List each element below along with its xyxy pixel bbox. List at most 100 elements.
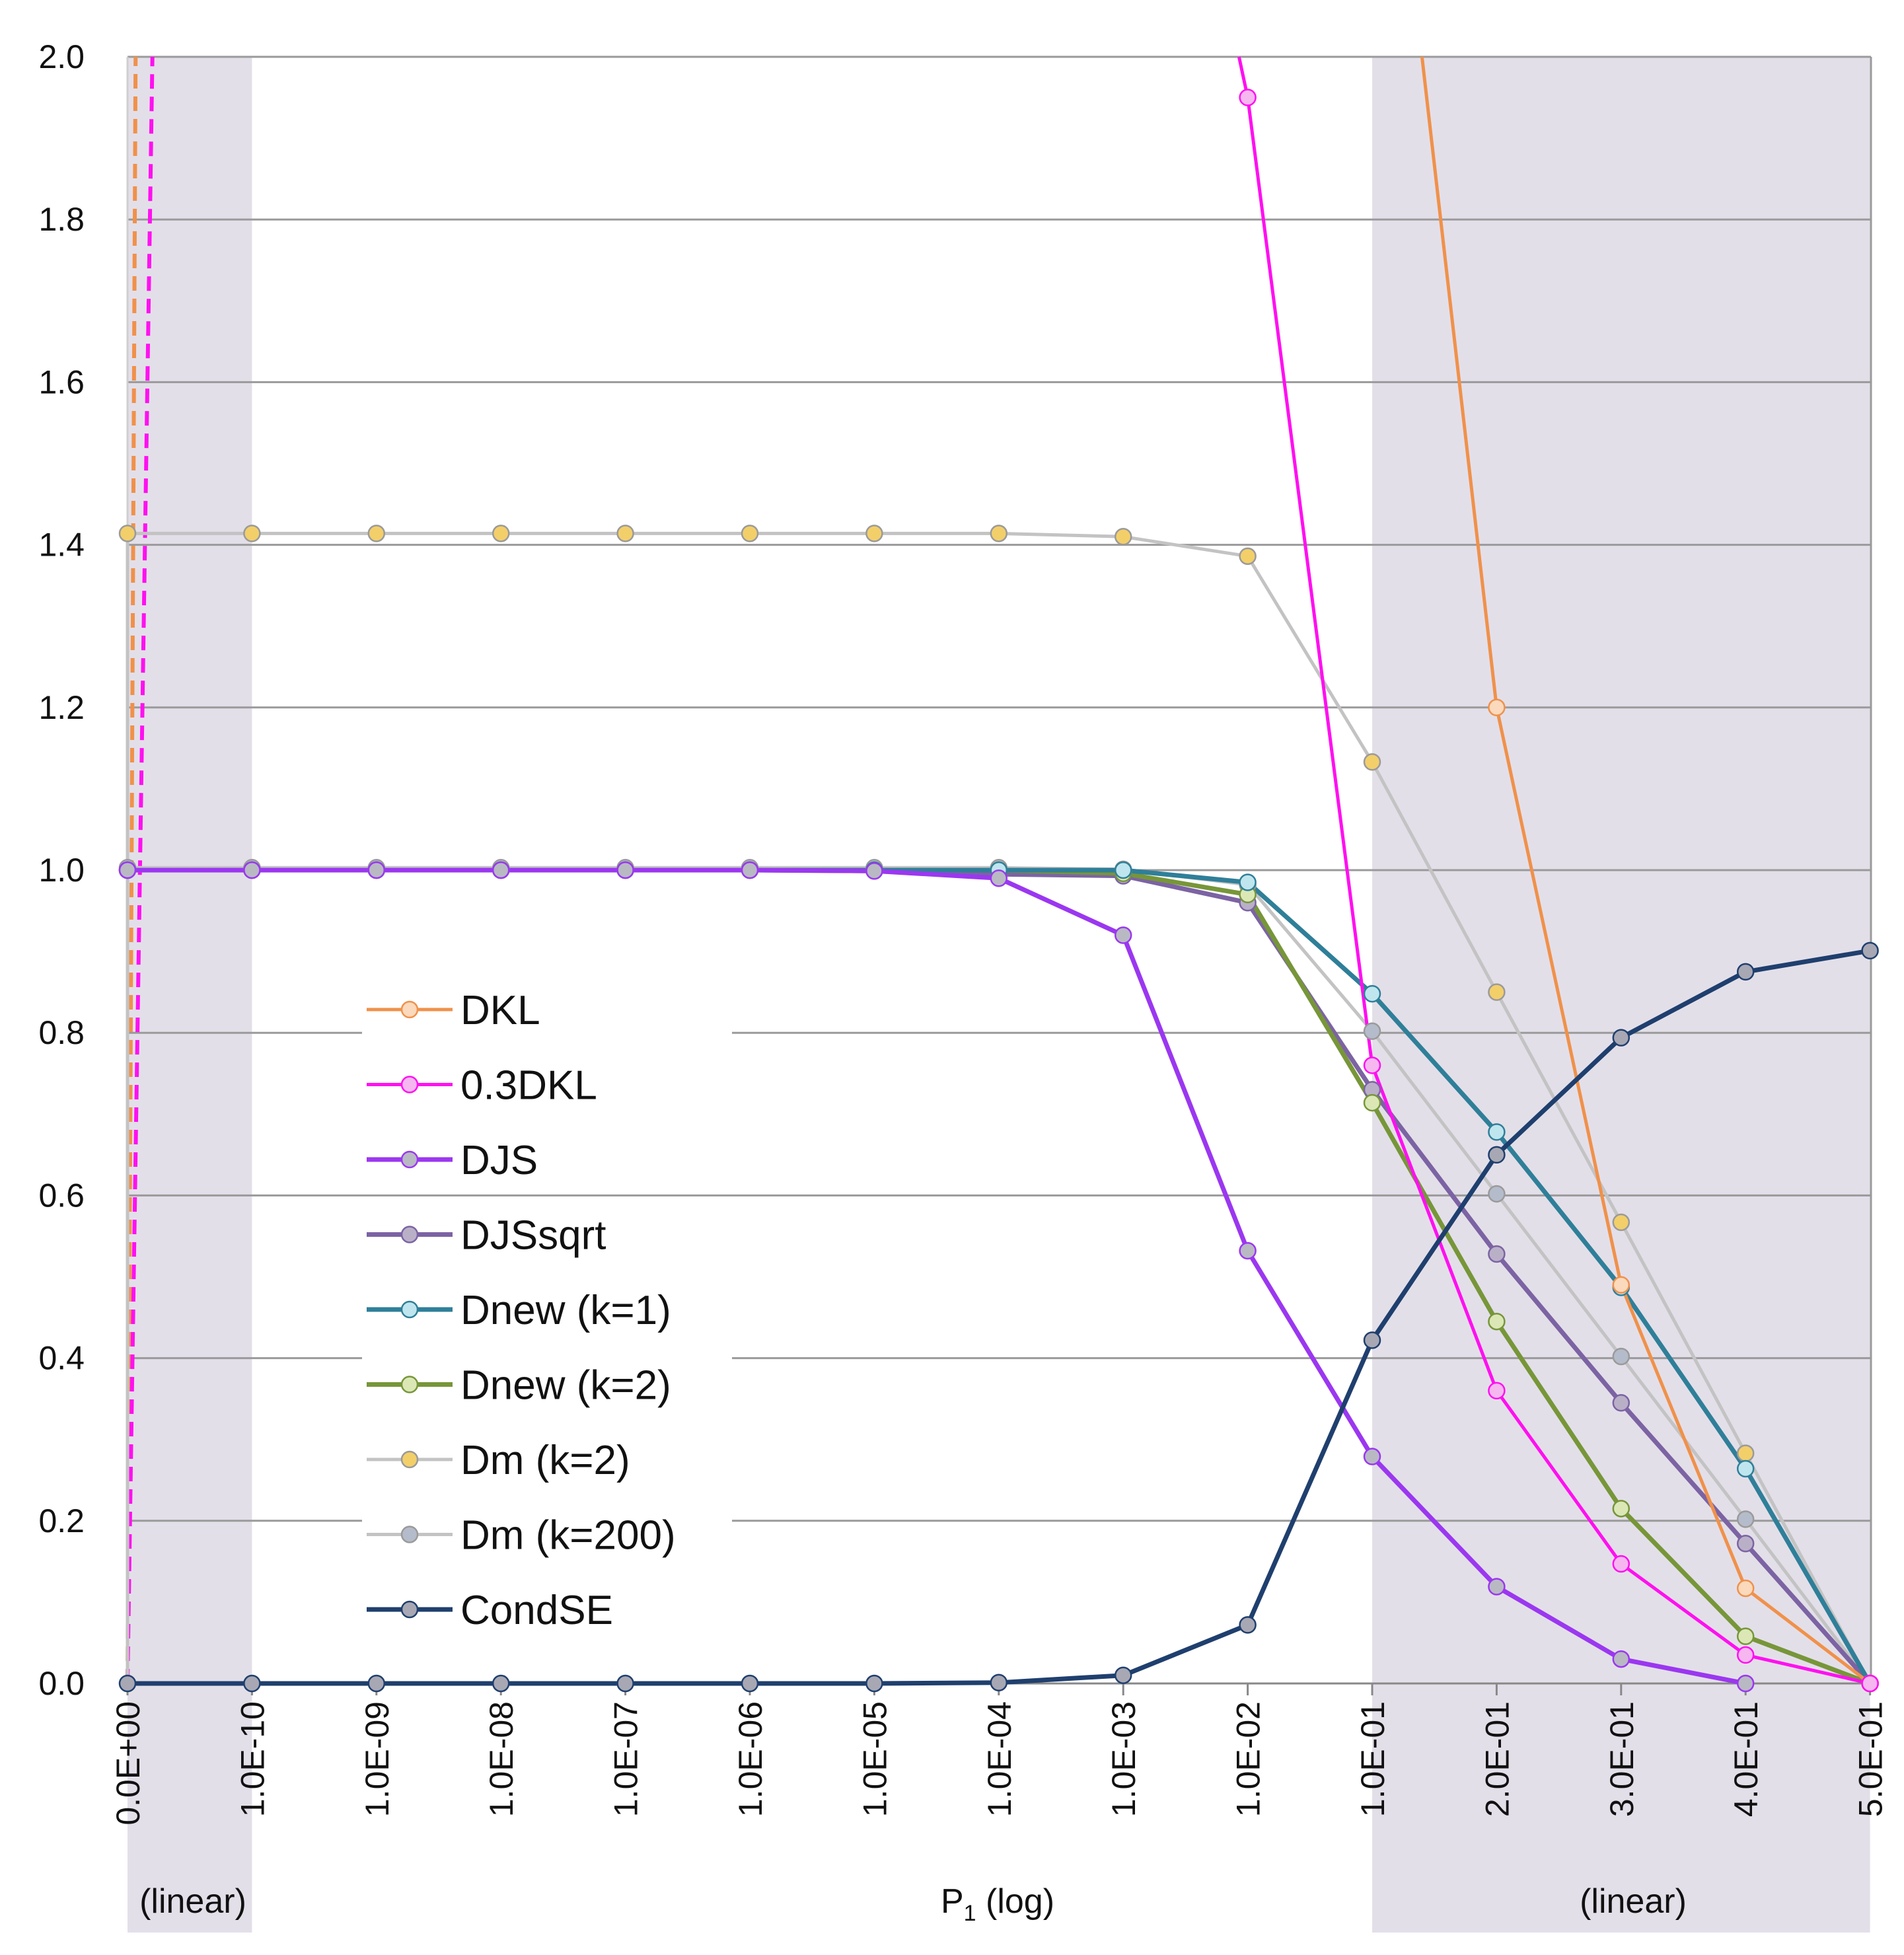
x-tick-label-2-0e-01: 2.0E-01 xyxy=(1479,1701,1516,1817)
legend-marker-dm-k-2 xyxy=(400,1450,419,1469)
marker-dkl-2-0e-01 xyxy=(1488,698,1506,717)
legend-label-djs: DJS xyxy=(460,1138,538,1183)
marker-dm-k-2-1-0e-05 xyxy=(865,525,883,542)
legend-marker-0-3dkl xyxy=(400,1076,419,1093)
marker-dm-k-2-0-0e-00 xyxy=(118,525,137,542)
marker-djs-1-0e-08 xyxy=(492,861,510,879)
marker-djssqrt-2-0e-01 xyxy=(1488,1245,1506,1263)
marker-0-3dkl-5-0e-01 xyxy=(1861,1674,1879,1693)
series-markers xyxy=(118,89,1879,1693)
x-label-tail: (log) xyxy=(976,1882,1054,1921)
marker-dnew-k-1-1-0e-01 xyxy=(1363,984,1381,1003)
legend-marker-dkl xyxy=(400,1000,419,1019)
x-label-left: (linear) xyxy=(139,1882,246,1921)
marker-0-3dkl-4-0e-01 xyxy=(1736,1646,1755,1664)
marker-djs-1-0e-06 xyxy=(741,861,759,879)
marker-dnew-k-2-1-0e-01 xyxy=(1363,1093,1381,1112)
marker-condse-0-0e-00 xyxy=(118,1674,137,1693)
marker-dnew-k-1-1-0e-03 xyxy=(1114,861,1132,879)
marker-condse-5-0e-01 xyxy=(1861,941,1879,960)
y-tick-label-1-2: 1.2 xyxy=(38,689,85,726)
marker-djs-1-0e-10 xyxy=(243,861,261,879)
y-tick-label-1-6: 1.6 xyxy=(38,363,85,400)
marker-dm-k-2-1-0e-06 xyxy=(741,525,759,542)
x-tick-label-1-0e-06: 1.0E-06 xyxy=(732,1701,769,1817)
x-tick-label-1-0e-07: 1.0E-07 xyxy=(608,1701,645,1817)
marker-djs-4-0e-01 xyxy=(1736,1674,1755,1693)
marker-dm-k-2-1-0e-08 xyxy=(492,525,510,542)
x-label-right: (linear) xyxy=(1580,1882,1687,1921)
marker-djs-3-0e-01 xyxy=(1612,1650,1630,1668)
legend-marker-condse xyxy=(400,1600,419,1619)
y-tick-label-0-2: 0.2 xyxy=(38,1502,85,1539)
legend: DKL 0.3DKL DJS DJSsqrt Dnew (k=1) Dnew (k=2) D… xyxy=(362,975,732,1644)
x-tick-label-1-0e-04: 1.0E-04 xyxy=(981,1701,1018,1817)
y-tick-label-0-4: 0.4 xyxy=(38,1340,85,1377)
legend-label-dnew-k-2: Dnew (k=2) xyxy=(460,1363,671,1409)
legend-marker-dnew-k-2 xyxy=(400,1376,419,1393)
legend-marker-dm-k-200 xyxy=(400,1526,419,1543)
marker-dm-k-200-4-0e-01 xyxy=(1736,1510,1755,1528)
y-tick-label-0-8: 0.8 xyxy=(38,1014,85,1051)
x-tick-label-1-0e-05: 1.0E-05 xyxy=(856,1701,893,1817)
marker-dm-k-2-3-0e-01 xyxy=(1612,1213,1630,1232)
y-tick-label-1-8: 1.8 xyxy=(38,201,85,238)
marker-djs-1-0e-03 xyxy=(1114,926,1132,944)
legend-label-dm-k-200: Dm (k=200) xyxy=(460,1513,676,1559)
marker-dm-k-2-2-0e-01 xyxy=(1488,983,1506,1001)
marker-djs-1-0e-04 xyxy=(990,869,1008,887)
x-tick-label-1-0e-10: 1.0E-10 xyxy=(234,1701,271,1817)
x-tick-label-5-0e-01: 5.0E-01 xyxy=(1852,1701,1889,1817)
marker-dm-k-2-1-0e-02 xyxy=(1239,547,1257,566)
marker-condse-1-0e-10 xyxy=(243,1674,261,1693)
legend-label-condse: CondSE xyxy=(460,1588,613,1633)
marker-dm-k-200-1-0e-01 xyxy=(1363,1022,1381,1040)
marker-dm-k-2-1-0e-09 xyxy=(367,525,386,542)
x-tick-label-1-0e-01: 1.0E-01 xyxy=(1354,1701,1391,1817)
marker-condse-1-0e-01 xyxy=(1363,1331,1381,1349)
marker-djs-0-0e-00 xyxy=(118,861,137,879)
legend-marker-dnew-k-1 xyxy=(400,1300,419,1319)
y-tick-labels: 0.0 0.2 0.4 0.6 0.8 1.0 1.2 1.4 1.6 1.8 2.0 xyxy=(38,38,85,1702)
marker-condse-2-0e-01 xyxy=(1488,1146,1506,1164)
marker-dnew-k-1-4-0e-01 xyxy=(1736,1459,1755,1478)
legend-label-dm-k-2: Dm (k=2) xyxy=(460,1438,630,1483)
x-tick-label-4-0e-01: 4.0E-01 xyxy=(1728,1701,1765,1817)
marker-dm-k-2-1-0e-07 xyxy=(616,525,634,542)
marker-condse-1-0e-05 xyxy=(865,1674,883,1693)
marker-dm-k-2-4-0e-01 xyxy=(1736,1444,1755,1462)
legend-label-0-3dkl: 0.3DKL xyxy=(460,1063,597,1109)
marker-condse-1-0e-02 xyxy=(1239,1616,1257,1634)
marker-dkl-4-0e-01 xyxy=(1736,1579,1755,1598)
legend-label-dkl: DKL xyxy=(460,988,540,1033)
y-tick-label-1-4: 1.4 xyxy=(38,527,85,564)
marker-djs-1-0e-07 xyxy=(616,861,634,879)
marker-dm-k-2-1-0e-01 xyxy=(1363,753,1381,771)
marker-dkl-3-0e-01 xyxy=(1612,1276,1630,1294)
marker-djs-1-0e-05 xyxy=(865,862,883,880)
marker-dnew-k-2-4-0e-01 xyxy=(1736,1627,1755,1645)
marker-djs-2-0e-01 xyxy=(1488,1578,1506,1596)
legend-marker-djs xyxy=(400,1150,419,1169)
marker-dm-k-2-1-0e-03 xyxy=(1114,528,1132,546)
marker-0-3dkl-1-0e-01 xyxy=(1363,1056,1381,1074)
marker-dm-k-200-2-0e-01 xyxy=(1488,1185,1506,1203)
marker-djs-1-0e-09 xyxy=(367,861,386,879)
x-label-middle: P1 (log) xyxy=(941,1882,1054,1926)
x-tick-label-0-0e-00: 0.0E+00 xyxy=(110,1701,147,1826)
x-tick-label-3-0e-01: 3.0E-01 xyxy=(1603,1701,1640,1817)
marker-dnew-k-2-3-0e-01 xyxy=(1612,1500,1630,1518)
marker-dm-k-2-1-0e-10 xyxy=(243,525,261,542)
y-tick-label-0-6: 0.6 xyxy=(38,1177,85,1214)
x-label-p: P xyxy=(941,1882,964,1921)
marker-condse-3-0e-01 xyxy=(1612,1029,1630,1047)
marker-dm-k-200-3-0e-01 xyxy=(1612,1347,1630,1366)
marker-condse-1-0e-04 xyxy=(990,1674,1008,1692)
x-tick-labels: 0.0E+00 1.0E-10 1.0E-09 1.0E-08 1.0E-07 1.0E-… xyxy=(110,1701,1889,1826)
x-tick-label-1-0e-02: 1.0E-02 xyxy=(1230,1701,1267,1817)
x-tick-label-1-0e-09: 1.0E-09 xyxy=(359,1701,396,1817)
marker-condse-1-0e-07 xyxy=(616,1674,634,1693)
marker-djs-1-0e-01 xyxy=(1363,1448,1381,1465)
marker-dnew-k-2-2-0e-01 xyxy=(1488,1312,1506,1331)
